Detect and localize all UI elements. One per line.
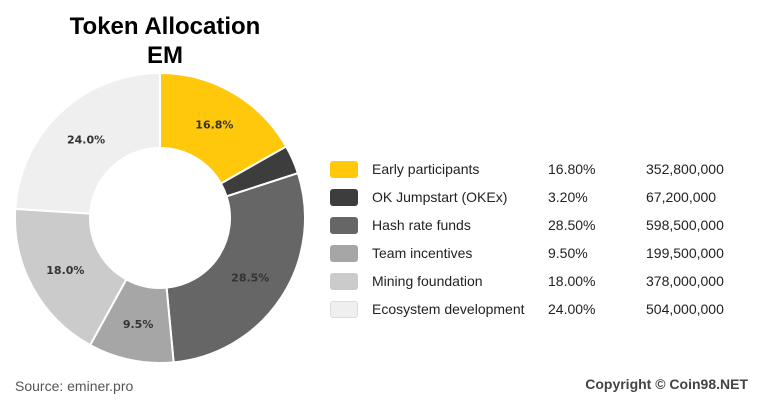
- legend-swatch: [330, 160, 358, 178]
- chart-title-line2: EM: [147, 42, 183, 69]
- slice-label: 18.0%: [46, 264, 84, 277]
- legend-amount: 199,500,000: [646, 245, 724, 261]
- legend-row: Hash rate funds 28.50% 598,500,000: [330, 211, 750, 239]
- legend-swatch: [330, 300, 358, 318]
- legend-swatch: [330, 244, 358, 262]
- chart-title: Token Allocation EM: [40, 12, 290, 70]
- legend-amount: 504,000,000: [646, 301, 724, 317]
- legend-row: Mining foundation 18.00% 378,000,000: [330, 267, 750, 295]
- donut-slice-hash-rate-funds: [165, 171, 306, 364]
- legend-percent: 24.00%: [548, 301, 596, 317]
- copyright-note: Copyright © Coin98.NET: [585, 376, 748, 392]
- legend-label: Ecosystem development: [372, 301, 525, 317]
- slice-label: 16.8%: [195, 119, 233, 132]
- legend-percent: 18.00%: [548, 273, 596, 289]
- legend-swatch: [330, 272, 358, 290]
- legend-label: OK Jumpstart (OKEx): [372, 189, 508, 205]
- donut-slice-early-participants: [159, 71, 288, 185]
- legend: Early participants 16.80% 352,800,000 OK Ju…: [330, 155, 750, 323]
- legend-row: Early participants 16.80% 352,800,000: [330, 155, 750, 183]
- donut-slice-mining-foundation: [14, 207, 128, 347]
- slice-label: 28.5%: [231, 271, 269, 284]
- legend-percent: 16.80%: [548, 161, 596, 177]
- legend-row: Team incentives 9.50% 199,500,000: [330, 239, 750, 267]
- chart-title-line1: Token Allocation: [69, 13, 261, 40]
- source-note: Source: eminer.pro: [15, 378, 134, 394]
- legend-amount: 352,800,000: [646, 161, 724, 177]
- donut-slice-ecosystem-development: [14, 71, 161, 215]
- legend-label: Team incentives: [372, 245, 473, 261]
- legend-label: Hash rate funds: [372, 217, 471, 233]
- legend-percent: 9.50%: [548, 245, 588, 261]
- legend-amount: 67,200,000: [646, 189, 717, 205]
- slice-label: 24.0%: [67, 133, 105, 146]
- legend-percent: 3.20%: [548, 189, 588, 205]
- legend-label: Early participants: [372, 161, 480, 177]
- legend-row: Ecosystem development 24.00% 504,000,000: [330, 295, 750, 323]
- legend-swatch: [330, 216, 358, 234]
- legend-amount: 598,500,000: [646, 217, 724, 233]
- legend-label: Mining foundation: [372, 273, 483, 289]
- legend-swatch: [330, 188, 358, 206]
- donut-chart: 16.8% 28.5% 9.5% 18.0% 24.0%: [14, 71, 306, 364]
- legend-amount: 378,000,000: [646, 273, 724, 289]
- legend-row: OK Jumpstart (OKEx) 3.20% 67,200,000: [330, 183, 750, 211]
- legend-percent: 28.50%: [548, 217, 596, 233]
- slice-label: 9.5%: [123, 318, 154, 331]
